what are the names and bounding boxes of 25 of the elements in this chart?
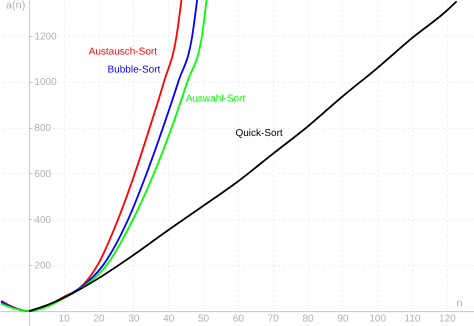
y-tick-label: 600 — [34, 168, 52, 180]
x-tick-label: 80 — [302, 314, 314, 325]
x-tick-label: 100 — [369, 314, 386, 325]
y-axis-title: a(n) — [6, 0, 26, 12]
x-tick-label: 120 — [438, 314, 456, 325]
y-tick-label: 200 — [34, 260, 52, 272]
series-label: Austausch-Sort — [88, 46, 158, 58]
x-tick-label: 90 — [337, 314, 349, 325]
y-tick-label: 1200 — [34, 31, 58, 42]
series-label: Quick-Sort — [235, 128, 283, 139]
x-tick-label: 110 — [404, 314, 421, 325]
x-tick-label: 10 — [58, 314, 70, 325]
x-tick-label: 20 — [94, 314, 106, 325]
x-tick-label: 70 — [268, 314, 280, 325]
x-tick-label: 40 — [163, 314, 175, 325]
x-tick-label: 60 — [232, 314, 244, 325]
series-label: Auswahl-Sort — [186, 94, 246, 105]
series-label: Bubble-Sort — [108, 64, 161, 76]
x-axis-title: n — [456, 298, 462, 310]
y-tick-label: 800 — [34, 123, 52, 134]
line-series — [28, 0, 458, 312]
x-tick-label: 50 — [198, 314, 210, 325]
y-tick-label: 400 — [34, 214, 52, 226]
x-tick-label: 30 — [128, 314, 140, 325]
y-tick-label: 1000 — [34, 77, 58, 88]
